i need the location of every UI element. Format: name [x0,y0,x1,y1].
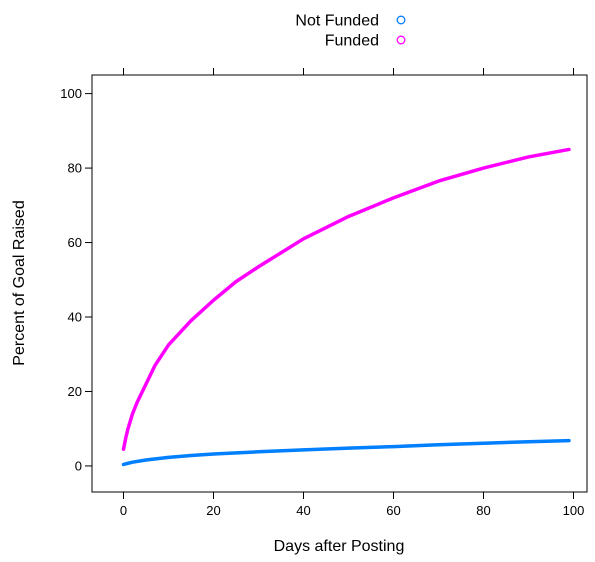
x-tick-label: 80 [476,503,490,518]
y-tick-label: 0 [75,458,82,473]
y-tick-label: 20 [68,384,82,399]
series-line-not-funded [121,438,571,467]
plot-frame [91,74,588,493]
y-axis: 0 20 40 60 80 100 [60,86,92,473]
series-lines [121,147,571,467]
y-tick-label: 80 [68,161,82,176]
legend-marker-not-funded [396,15,406,25]
y-tick-label: 60 [68,235,82,250]
x-axis-label: Days after Posting [274,538,405,555]
y-tick-label: 40 [68,310,82,325]
x-tick-label: 60 [386,503,400,518]
legend-label-funded: Funded [325,33,379,50]
x-tick-label: 0 [120,503,127,518]
legend-marker-funded [396,35,406,45]
x-axis: 0 20 40 60 80 100 [120,68,584,518]
legend: Not Funded Funded [295,13,406,50]
x-tick-label: 40 [296,503,310,518]
legend-label-not-funded: Not Funded [295,13,379,30]
series-line-funded [121,147,571,451]
x-tick-label: 20 [206,503,220,518]
x-tick-label: 100 [563,503,585,518]
y-axis-label: Percent of Goal Raised [11,200,28,365]
y-tick-label: 100 [60,86,82,101]
